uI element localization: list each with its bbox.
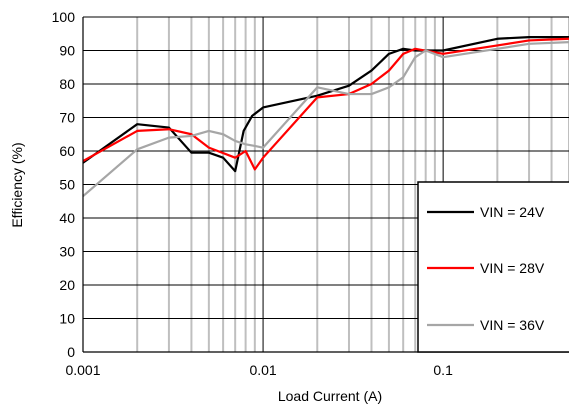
series-line <box>82 41 569 198</box>
series-line <box>82 37 569 171</box>
y-tick-label: 50 <box>59 177 75 193</box>
legend-entry-label: VIN = 36V <box>480 317 545 333</box>
y-tick-label: 70 <box>59 110 75 126</box>
y-tick-label: 20 <box>59 277 75 293</box>
x-tick-label: 0.1 <box>433 362 453 378</box>
legend: VIN = 24V VIN = 28V VIN = 36V <box>417 181 569 353</box>
legend-entry-label: VIN = 28V <box>480 260 545 276</box>
y-tick-label: 60 <box>59 143 75 159</box>
y-tick-label: 0 <box>67 344 75 360</box>
y-tick-label: 80 <box>59 76 75 92</box>
x-tick-label: 0.01 <box>249 362 276 378</box>
series-line <box>82 36 569 173</box>
legend-entry-label: VIN = 24V <box>480 204 545 220</box>
x-tick-label: 0.001 <box>65 362 100 378</box>
tick-labels: 0 10 20 30 40 50 60 70 80 90 100 0.001 0.01 0.1 <box>52 9 453 378</box>
y-tick-label: 100 <box>52 9 76 25</box>
x-axis-label: Load Current (A) <box>278 388 382 404</box>
y-tick-label: 10 <box>59 311 75 327</box>
y-tick-label: 30 <box>59 244 75 260</box>
y-tick-label: 40 <box>59 210 75 226</box>
series-lines <box>82 36 569 198</box>
y-tick-label: 90 <box>59 43 75 59</box>
y-axis-label: Efficiency (%) <box>9 142 25 227</box>
